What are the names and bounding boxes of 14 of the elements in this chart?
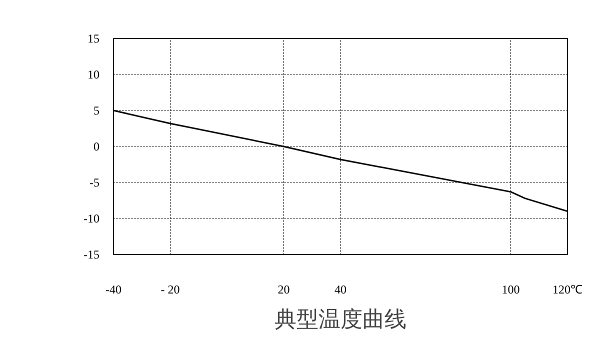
text: 典型温度曲线 <box>274 306 406 332</box>
x-tick-label: 100 <box>502 282 520 296</box>
y-tick-label: 0 <box>94 140 100 154</box>
x-tick-label: - 20 <box>160 282 180 296</box>
y-tick-label: -10 <box>84 212 100 226</box>
y-tick-label: -5 <box>90 176 100 190</box>
x-tick-label: 120℃ <box>552 282 582 296</box>
y-tick-label: 10 <box>88 68 100 82</box>
y-tick-label: 5 <box>94 104 100 118</box>
y-tick-label: 15 <box>88 32 100 46</box>
x-tick-label: -40 <box>106 282 122 296</box>
y-tick-label: -15 <box>84 248 100 262</box>
x-tick-label: 40 <box>334 282 346 296</box>
x-tick-label: 20 <box>278 282 290 296</box>
